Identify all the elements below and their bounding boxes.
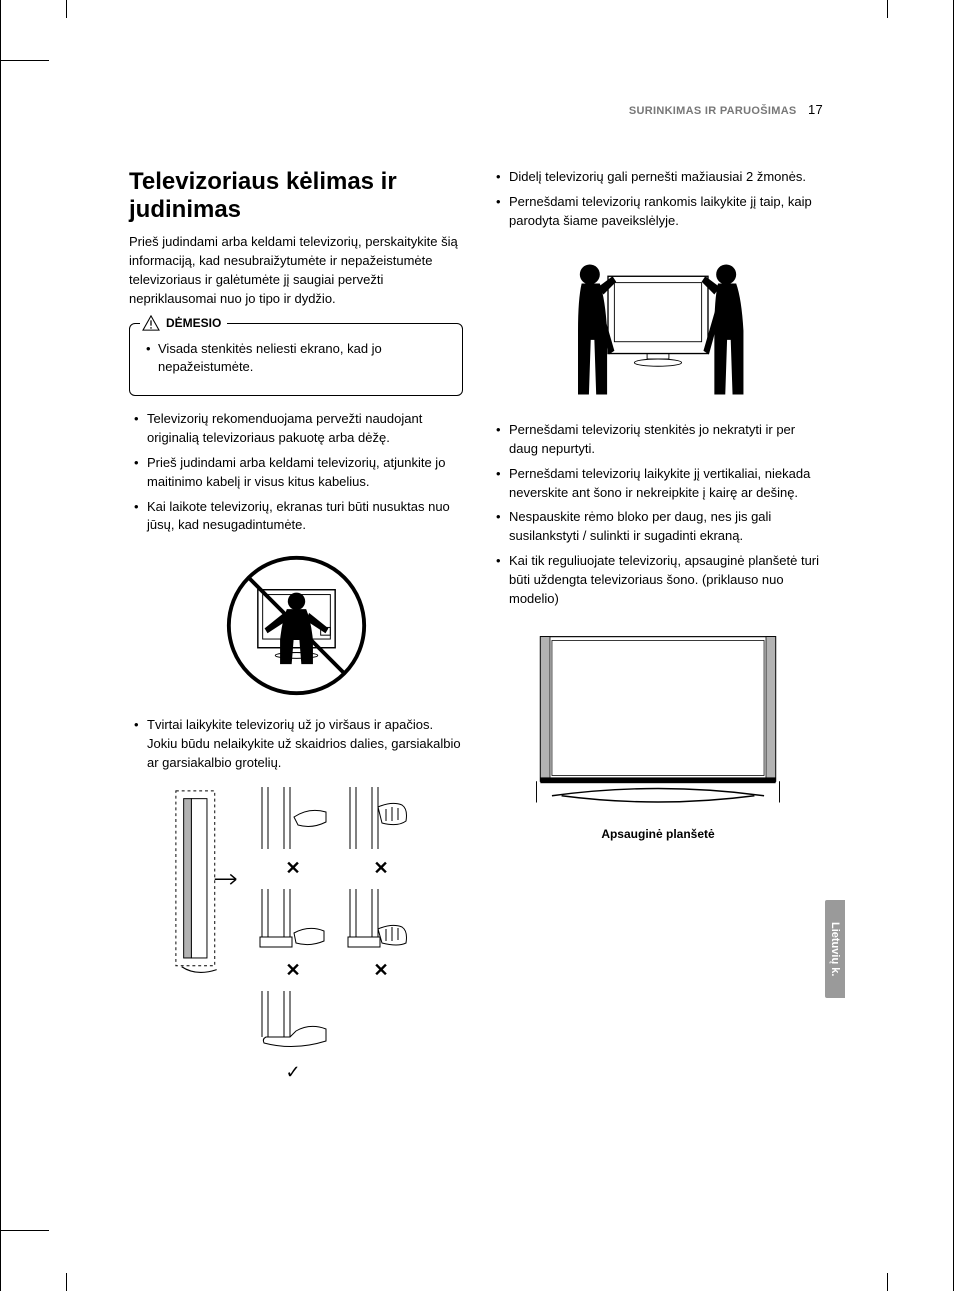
grip-correct-bottom: ✓ [254,991,332,1085]
carry-icon [558,249,758,404]
figure-tv-side [172,787,240,1085]
crop-mark [1,1230,49,1231]
list-item: Kai tik reguliuojate televizorių, apsaug… [509,552,825,609]
x-mark: ✕ [254,957,332,983]
intro-text: Prieš judindami arba keldami televizorių… [129,233,463,308]
list-item: Nespauskite rėmo bloko per daug, nes jis… [509,508,825,546]
grip-wrong-grille: ✕ [342,889,420,983]
x-mark: ✕ [254,855,332,881]
list-item: Pernešdami televizorių stenkitės jo nekr… [509,421,825,459]
crop-mark [887,1273,888,1291]
bullet-list: Pernešdami televizorių stenkitės jo nekr… [491,421,825,609]
list-item: Televizorių rekomenduojama pervežti naud… [147,410,463,448]
caution-box: DĖMESIO Visada stenkitės neliesti ekrano… [129,323,463,397]
crop-mark [66,1273,67,1291]
tv-side-icon [172,787,240,981]
page: SURINKIMAS IR PARUOŠIMAS 17 Lietuvių k. … [0,0,954,1291]
check-mark: ✓ [254,1059,332,1085]
figure-grip-methods: ✕ ✕ [129,787,463,1085]
section-name: SURINKIMAS IR PARUOŠIMAS [629,105,797,117]
grip-examples: ✕ ✕ [254,787,420,1085]
bullet-list: Didelį televizorių gali pernešti mažiaus… [491,168,825,231]
list-item: Didelį televizorių gali pernešti mažiaus… [509,168,825,187]
list-item: Visada stenkitės neliesti ekrano, kad jo… [158,340,448,378]
caution-list: Visada stenkitės neliesti ekrano, kad jo… [144,340,448,378]
figure-no-screen-touch [129,553,463,698]
caution-label: DĖMESIO [140,315,227,332]
list-item: Kai laikote televizorių, ekranas turi bū… [147,498,463,536]
running-header: SURINKIMAS IR PARUOŠIMAS 17 [629,102,823,117]
prohibition-icon [224,553,369,698]
bullet-list: Televizorių rekomenduojama pervežti naud… [129,410,463,535]
figure-protective-sheet: Apsauginė planšetė [491,627,825,843]
crop-mark [66,0,67,18]
warning-icon [142,315,160,331]
list-item: Prieš judindami arba keldami televizorių… [147,454,463,492]
x-mark: ✕ [342,957,420,983]
grip-wrong-glass: ✕ [254,787,332,881]
page-title: Televizoriaus kėlimas ir judinimas [129,168,463,223]
page-number: 17 [808,102,823,117]
crop-mark [1,60,49,61]
list-item: Pernešdami televizorių laikykite jį vert… [509,465,825,503]
content-area: Televizoriaus kėlimas ir judinimas Prieš… [129,168,825,1099]
figure-caption: Apsauginė planšetė [601,826,714,843]
left-column: Televizoriaus kėlimas ir judinimas Prieš… [129,168,463,1099]
x-mark: ✕ [342,855,420,881]
grip-wrong-speaker: ✕ [254,889,332,983]
grip-wrong-side: ✕ [342,787,420,881]
bullet-list: Tvirtai laikykite televizorių už jo virš… [129,716,463,773]
list-item: Tvirtai laikykite televizorių už jo virš… [147,716,463,773]
list-item: Pernešdami televizorių rankomis laikykit… [509,193,825,231]
crop-mark [887,0,888,18]
figure-two-person-carry [491,249,825,404]
language-tab: Lietuvių k. [825,900,845,998]
right-column: Didelį televizorių gali pernešti mažiaus… [491,168,825,1099]
tv-front-icon [523,627,793,820]
caution-label-text: DĖMESIO [166,315,221,332]
